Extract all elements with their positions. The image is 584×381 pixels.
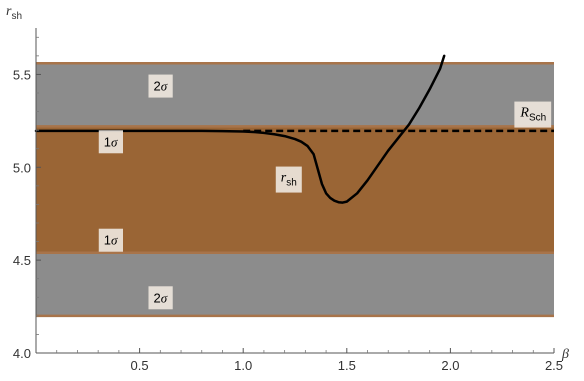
y-tick-label: 5.5 (13, 67, 31, 82)
series-layer (34, 54, 446, 204)
annotation-box (148, 286, 173, 310)
annotation-rsch: RSch (514, 101, 552, 128)
band-2sigma-upper (36, 63, 554, 127)
axes (35, 28, 554, 354)
x-tick-label: 2.0 (441, 358, 459, 373)
annotation-sigma: σ (161, 79, 168, 94)
annotation-sigma: σ (161, 290, 168, 305)
annotation-sigma2-lower: 2σ (148, 286, 173, 310)
annotation-label: 1σ (104, 233, 118, 248)
annotation-sigma2-upper: 2σ (148, 74, 173, 98)
x-axis-label: β (561, 347, 569, 362)
annotation-main: r (281, 171, 287, 186)
annotation-sub: sh (286, 178, 297, 189)
band-2sigma-lower (36, 252, 554, 316)
x-tick-label: 2.5 (545, 358, 563, 373)
annotation-sigma: σ (111, 134, 118, 149)
annotation-box (98, 228, 123, 252)
x-tick-label: 1.0 (234, 358, 252, 373)
ticks: 0.5 1.0 1.5 2.0 2.5 4.0 4.5 5.0 5.5 (13, 36, 563, 373)
y-axis-label-main: r (6, 4, 12, 19)
annotation-box (514, 101, 552, 128)
y-tick-label: 4.0 (13, 346, 31, 361)
annotation-sigma1-upper: 1σ (98, 130, 123, 154)
y-axis-label: rsh (6, 4, 22, 22)
annotation-number: 1 (104, 134, 111, 149)
annotation-box (148, 74, 173, 98)
annotation-sub: Sch (529, 113, 546, 124)
annotation-number: 1 (104, 233, 111, 248)
shadow-radius-curve (34, 54, 446, 204)
annotation-number: 2 (153, 290, 160, 305)
annotation-box (275, 166, 302, 193)
annotation-sigma1-lower: 1σ (98, 228, 123, 252)
annotation-box (98, 130, 123, 154)
y-axis-label-sub: sh (11, 11, 22, 22)
annotation-label: rsh (281, 171, 297, 189)
annotation-label: 2σ (153, 79, 167, 94)
y-tick-label: 4.5 (13, 253, 31, 268)
annotation-label: 2σ (153, 290, 167, 305)
x-tick-label: 0.5 (131, 358, 149, 373)
annotation-label: 1σ (104, 134, 118, 149)
annotation-rsh: rsh (275, 166, 302, 193)
annotation-number: 2 (153, 79, 160, 94)
annotation-sigma: σ (111, 233, 118, 248)
annotation-main: R (519, 106, 529, 121)
x-tick-label: 1.5 (338, 358, 356, 373)
y-tick-label: 5.0 (13, 160, 31, 175)
annotation-label: RSch (519, 106, 546, 124)
